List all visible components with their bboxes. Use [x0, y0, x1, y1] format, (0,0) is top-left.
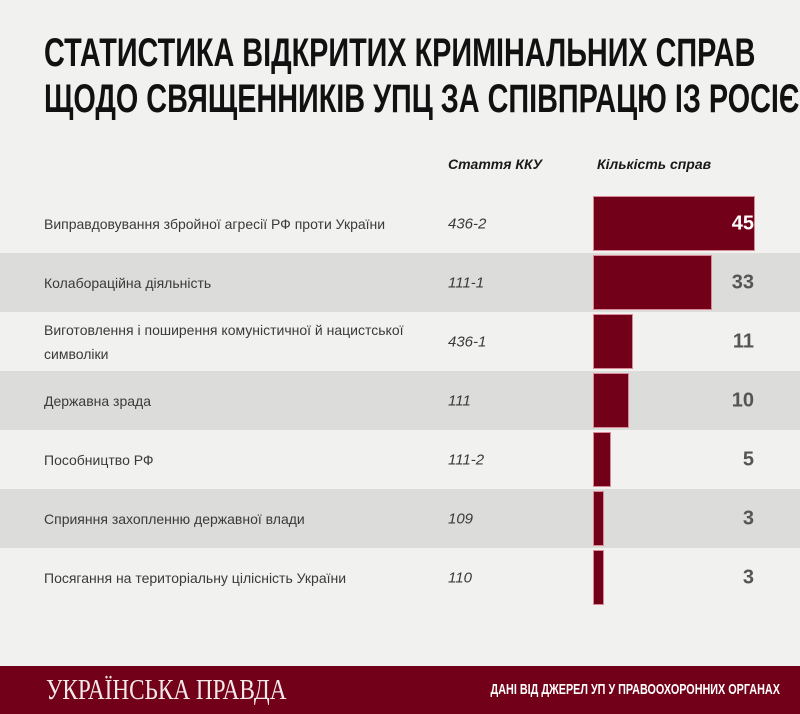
chart-rows: Виправдовування збройної агресії РФ прот… [0, 194, 800, 607]
row-label: Виправдовування збройної агресії РФ прот… [44, 215, 386, 232]
row-label: Виготовлення і поширення комуністичної й… [44, 321, 404, 362]
row-label: Пособництво РФ [44, 451, 154, 468]
title-line-2: ЩОДО СВЯЩЕННИКІВ УПЦ ЗА СПІВПРАЦЮ ІЗ РОС… [44, 77, 800, 121]
footer-bar: УКРАЇНСЬКА ПРАВДА ДАНІ ВІД ДЖЕРЕЛ УП У П… [0, 666, 800, 714]
table-row: Сприяння захопленню державної влади 109 … [0, 489, 800, 548]
row-article: 111 [448, 392, 471, 409]
row-label: Посягання на територіальну цілісність Ук… [44, 569, 347, 586]
table-row: Виготовлення і поширення комуністичної й… [0, 312, 800, 371]
row-value: 45 [731, 212, 754, 234]
row-article: 111-2 [448, 451, 485, 468]
bar [593, 373, 629, 428]
row-article: 111-1 [448, 274, 485, 291]
row-value: 10 [731, 389, 754, 411]
title-line-1: СТАТИСТИКА ВІДКРИТИХ КРИМІНАЛЬНИХ СПРАВ [44, 31, 756, 75]
chart-title: СТАТИСТИКА ВІДКРИТИХ КРИМІНАЛЬНИХ СПРАВ … [44, 30, 800, 122]
brand-logo: УКРАЇНСЬКА ПРАВДА [46, 674, 287, 706]
bar [593, 196, 755, 251]
column-header-count: Кількість справ [597, 156, 712, 172]
bar [593, 550, 604, 605]
bar [593, 432, 611, 487]
bar [593, 314, 633, 369]
table-row: Виправдовування збройної агресії РФ прот… [0, 194, 800, 253]
row-article: 436-1 [448, 333, 487, 350]
row-value: 3 [742, 507, 754, 529]
row-label: Державна зрада [44, 392, 151, 409]
row-article: 110 [448, 569, 472, 586]
row-value: 3 [742, 566, 754, 588]
source-note: ДАНІ ВІД ДЖЕРЕЛ УП У ПРАВООХОРОННИХ ОРГА… [490, 681, 780, 698]
table-row: Пособництво РФ 111-2 5 [0, 430, 800, 489]
row-article: 436-2 [448, 215, 487, 232]
table-row: Державна зрада 111 10 [0, 371, 800, 430]
table-row: Посягання на територіальну цілісність Ук… [0, 548, 800, 607]
row-label: Колабораційна діяльність [44, 274, 212, 291]
column-header-article: Стаття ККУ [448, 156, 543, 172]
row-article: 109 [448, 510, 474, 527]
table-row: Колабораційна діяльність 111-1 33 [0, 253, 800, 312]
bar [593, 491, 604, 546]
row-value: 11 [732, 330, 754, 352]
bar [593, 255, 712, 310]
row-value: 33 [731, 271, 754, 293]
row-value: 5 [742, 448, 754, 470]
row-label: Сприяння захопленню державної влади [44, 510, 305, 527]
